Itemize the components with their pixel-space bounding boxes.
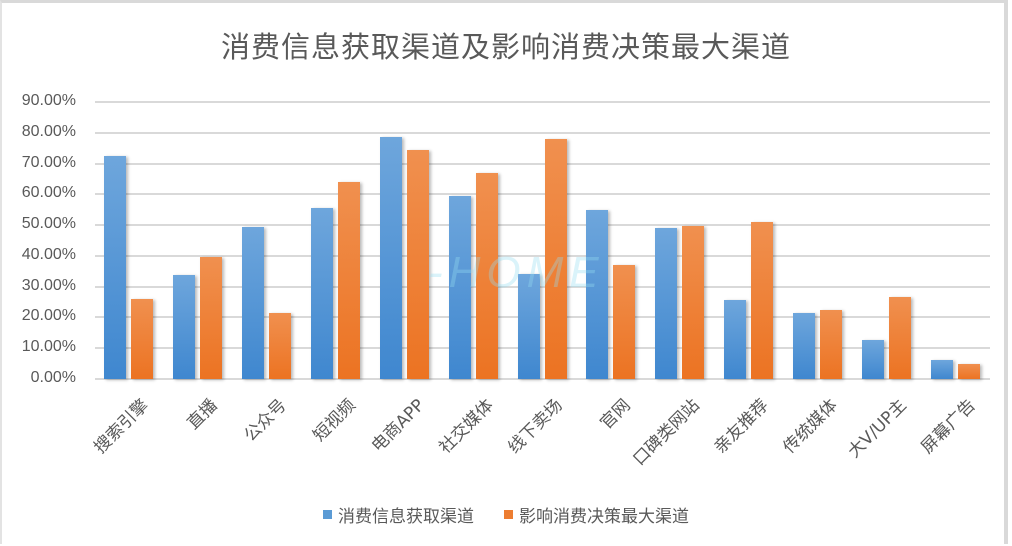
legend-item-decision-channel: 影响消费决策最大渠道 [504, 502, 689, 527]
legend-label: 消费信息获取渠道 [338, 507, 474, 527]
y-tick-label: 30.00% [21, 276, 76, 294]
bar-decision-channel [957, 363, 980, 379]
y-tick-label: 90.00% [21, 92, 76, 109]
y-tick-label: 0.00% [30, 369, 76, 386]
bar-info-channel [586, 209, 609, 379]
bar-decision-channel [269, 313, 292, 379]
bar-info-channel [173, 274, 196, 379]
bar-info-channel [448, 196, 471, 379]
watermark: -HOME [428, 248, 605, 297]
bar-decision-channel [682, 226, 705, 379]
bar-info-channel [517, 274, 540, 379]
bar-decision-channel [131, 298, 154, 379]
y-tick-label: 80.00% [21, 122, 76, 140]
gridline [95, 224, 990, 227]
legend-item-info-channel: 消费信息获取渠道 [323, 502, 474, 527]
chart-title: 消费信息获取渠道及影响消费决策最大渠道 [220, 30, 791, 64]
bar-decision-channel [751, 222, 774, 379]
bar-info-channel [379, 137, 402, 379]
bar-decision-channel [200, 256, 223, 379]
bar-decision-channel [406, 149, 429, 379]
bar-info-channel [655, 228, 678, 379]
legend-swatch-orange [504, 510, 513, 519]
gridline [95, 131, 990, 134]
gridline [95, 378, 990, 380]
gridline [95, 347, 990, 350]
gridline [95, 162, 990, 165]
bar-info-channel [724, 300, 747, 379]
bar-decision-channel [544, 138, 567, 379]
gridline [95, 316, 990, 319]
bar-decision-channel [613, 265, 636, 379]
bar-info-channel [930, 359, 953, 379]
bar-info-channel [310, 208, 333, 379]
bar-info-channel [104, 156, 127, 379]
bar-decision-channel [819, 310, 842, 379]
bar-info-channel [861, 339, 884, 379]
legend-label: 影响消费决策最大渠道 [519, 507, 689, 527]
bar-info-channel [242, 226, 265, 379]
y-tick-label: 50.00% [21, 215, 76, 233]
y-tick-label: 70.00% [21, 153, 76, 171]
y-tick-label: 20.00% [21, 307, 76, 325]
legend: 消费信息获取渠道 影响消费决策最大渠道 [0, 502, 1012, 527]
y-tick-label: 60.00% [21, 184, 76, 202]
y-tick-label: 40.00% [21, 245, 76, 263]
gridline [95, 193, 990, 196]
bar-decision-channel [337, 182, 360, 379]
gridline [95, 285, 990, 288]
bar-decision-channel [888, 297, 911, 379]
y-tick-label: 10.00% [21, 338, 76, 356]
gridline [95, 101, 990, 103]
legend-swatch-blue [323, 510, 332, 519]
bar-info-channel [792, 313, 815, 379]
bar-decision-channel [475, 172, 498, 379]
gridline [95, 254, 990, 257]
